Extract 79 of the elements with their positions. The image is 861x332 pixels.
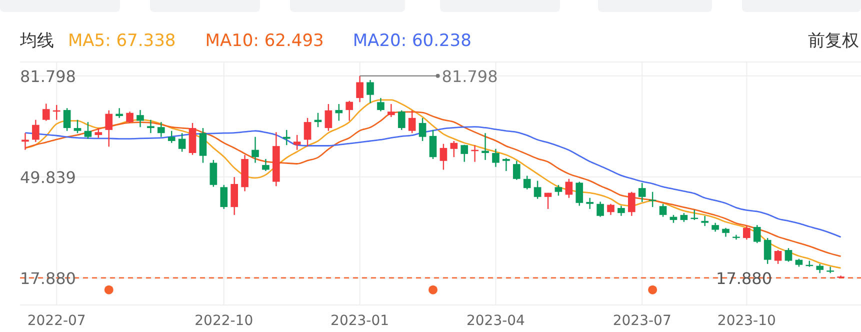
candlestick xyxy=(638,182,646,203)
candlestick xyxy=(220,184,228,210)
candlestick xyxy=(157,121,165,138)
candlestick xyxy=(743,225,750,240)
annotation: 81.798 xyxy=(442,66,498,86)
candlestick xyxy=(586,197,594,210)
candlestick xyxy=(304,117,312,148)
candlestick xyxy=(22,132,29,150)
candlestick xyxy=(659,203,667,218)
candlestick xyxy=(32,119,40,143)
candlestick xyxy=(576,181,584,206)
x-tick-label: 2023-10 xyxy=(717,313,776,329)
candlestick xyxy=(210,159,218,188)
x-tick-label: 2022-10 xyxy=(194,313,254,329)
candlestick xyxy=(753,224,761,244)
candlestick xyxy=(377,97,384,112)
candlestick xyxy=(816,263,824,274)
candlestick xyxy=(544,192,552,210)
candlestick xyxy=(178,132,186,152)
candlestick xyxy=(335,103,343,122)
candlestick xyxy=(502,157,510,172)
candlestick xyxy=(63,108,71,132)
candlestick xyxy=(596,201,604,218)
candlestick xyxy=(262,158,270,172)
candlestick xyxy=(398,110,406,131)
candlestick xyxy=(168,130,176,144)
candlestick xyxy=(460,144,468,162)
candlestick xyxy=(418,117,426,142)
y-tick-label: 49.839 xyxy=(20,168,76,187)
text: MA10: 62.493 xyxy=(205,31,324,51)
candlestick xyxy=(84,121,92,140)
candlestick xyxy=(826,266,834,274)
text: MA20: 60.238 xyxy=(352,31,472,51)
candlestick xyxy=(356,75,364,103)
candlestick xyxy=(74,119,82,134)
candlestick xyxy=(764,237,772,265)
candlestick xyxy=(282,129,290,146)
candlestick xyxy=(293,134,301,150)
candlestick xyxy=(346,100,354,122)
x-tick-label: 2023-04 xyxy=(466,313,526,329)
candlestick xyxy=(366,79,374,104)
candlestick xyxy=(628,191,636,216)
y-tick-label: 17.880 xyxy=(20,268,76,288)
ref-line-label: 17.880 xyxy=(716,268,772,288)
candlestick xyxy=(105,110,113,148)
x-tick-label: 2023-07 xyxy=(612,313,672,329)
x-tick-label: 2022-07 xyxy=(27,313,86,329)
candlestick xyxy=(126,111,134,124)
candlestick xyxy=(607,203,614,216)
candlestick xyxy=(492,148,500,168)
candlestick xyxy=(388,103,395,118)
candlestick xyxy=(199,127,207,164)
legend-title: 均线 xyxy=(19,31,54,51)
text: MA5: 67.338 xyxy=(68,31,176,51)
text: 前复权 xyxy=(808,31,859,51)
candlestick xyxy=(784,248,792,262)
candlestick xyxy=(116,108,123,119)
candlestick xyxy=(408,110,416,134)
candlestick xyxy=(252,136,259,164)
candlestick xyxy=(147,119,154,134)
candlestick xyxy=(429,129,437,160)
candlestick xyxy=(565,178,573,198)
candlestick xyxy=(450,140,458,158)
candlestick xyxy=(554,184,562,196)
candlestick xyxy=(482,132,489,161)
candlestick xyxy=(701,215,709,227)
candlestick xyxy=(512,160,520,180)
y-tick-label: 81.798 xyxy=(20,66,76,86)
candlestick xyxy=(440,143,448,170)
candlestick xyxy=(774,249,782,265)
x-tick-label: 2023-01 xyxy=(330,313,390,329)
candlestick xyxy=(618,205,625,216)
candlestick xyxy=(324,103,332,132)
candlestick xyxy=(523,175,531,190)
candlestick xyxy=(42,103,50,122)
candlestick xyxy=(230,176,238,216)
candlestick xyxy=(94,127,102,138)
candlestick xyxy=(136,109,144,128)
candlestick xyxy=(534,180,542,200)
